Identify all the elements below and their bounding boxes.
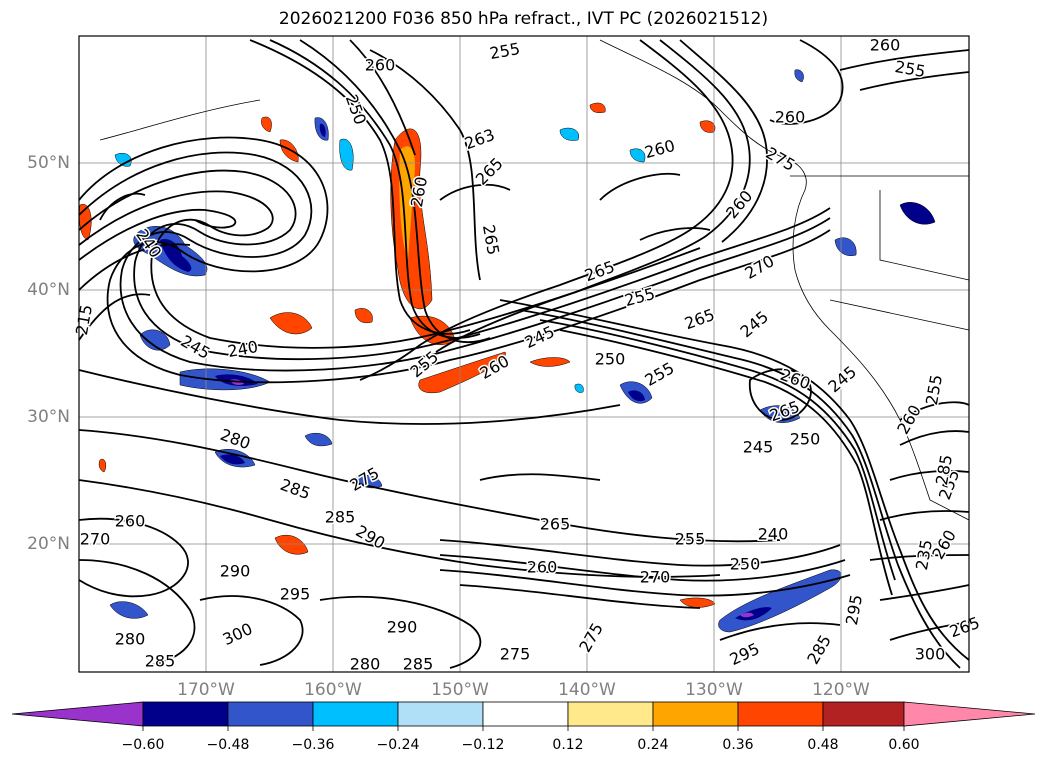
- contour-label: 260: [365, 56, 396, 75]
- contour-label: 280: [115, 630, 146, 649]
- contour-label: 270: [640, 568, 671, 587]
- contour-label: 250: [730, 555, 761, 574]
- colorbar-tick-label: −0.60: [121, 737, 165, 753]
- colorbar-bin: [482, 701, 569, 727]
- contour-label: 290: [220, 562, 251, 581]
- contour-label: 260: [870, 36, 901, 55]
- contour-label: 260: [115, 512, 146, 531]
- contour-label: 260: [775, 108, 806, 127]
- colorbar-bin: [397, 701, 484, 727]
- contour-label: 250: [790, 430, 821, 449]
- lon-label-130w: 130°W: [685, 680, 743, 700]
- lon-label-160w: 160°W: [304, 680, 362, 700]
- contour-label: 260: [527, 558, 558, 577]
- colorbar-extend-right: [903, 701, 1036, 727]
- lat-label-30n: 30°N: [27, 407, 70, 427]
- colorbar-bin: [312, 701, 399, 727]
- figure-title: 2026021200 F036 850 hPa refract., IVT PC…: [278, 9, 769, 29]
- contour-label: 280: [350, 655, 381, 674]
- map-frame: [78, 35, 970, 673]
- lon-label-170w: 170°W: [177, 680, 235, 700]
- contour-label: 300: [915, 645, 946, 664]
- contour-label: 250: [595, 350, 626, 369]
- contour-label: 255: [675, 530, 706, 549]
- contour-label: 265: [540, 515, 571, 534]
- colorbar-tick-label: −0.48: [206, 737, 250, 753]
- colorbar-extend-left: [11, 701, 144, 727]
- colorbar-tick-label: 0.60: [888, 737, 920, 753]
- colorbar-tick-label: −0.12: [461, 737, 505, 753]
- colorbar-bin: [822, 701, 905, 727]
- colorbar-tick-label: −0.36: [291, 737, 335, 753]
- contour-label: 290: [387, 618, 418, 637]
- contour-label: 245: [743, 438, 774, 457]
- coastline: [99, 39, 970, 521]
- contour-label: 275: [500, 645, 531, 664]
- colorbar-bin: [652, 701, 739, 727]
- graticule: [79, 36, 969, 672]
- colorbar-bin: [737, 701, 824, 727]
- lon-label-150w: 150°W: [431, 680, 489, 700]
- lat-label-20n: 20°N: [27, 534, 70, 554]
- contour-label: 295: [280, 585, 311, 604]
- contour-label: 285: [145, 652, 176, 671]
- contour-label: 270: [80, 530, 111, 549]
- colorbar-tick-label: 0.12: [552, 737, 584, 753]
- colorbar-tick-label: −0.24: [376, 737, 420, 753]
- colorbar-tick-label: 0.36: [722, 737, 754, 753]
- lon-label-140w: 140°W: [558, 680, 616, 700]
- colorbar-bin: [142, 701, 229, 727]
- colorbar-bin: [567, 701, 654, 727]
- lat-label-40n: 40°N: [27, 280, 70, 300]
- colorbar: [11, 701, 1036, 731]
- lat-label-50n: 50°N: [27, 153, 70, 173]
- colorbar-bin: [227, 701, 314, 727]
- colorbar-tick-label: 0.24: [637, 737, 669, 753]
- ivt-contours: [78, 39, 970, 669]
- contour-label: 285: [403, 655, 434, 674]
- contour-label: 240: [758, 525, 789, 544]
- contour-label: 285: [325, 508, 356, 527]
- lon-label-120w: 120°W: [812, 680, 870, 700]
- colorbar-tick-label: 0.48: [807, 737, 839, 753]
- colorbar-ticks: [142, 726, 905, 731]
